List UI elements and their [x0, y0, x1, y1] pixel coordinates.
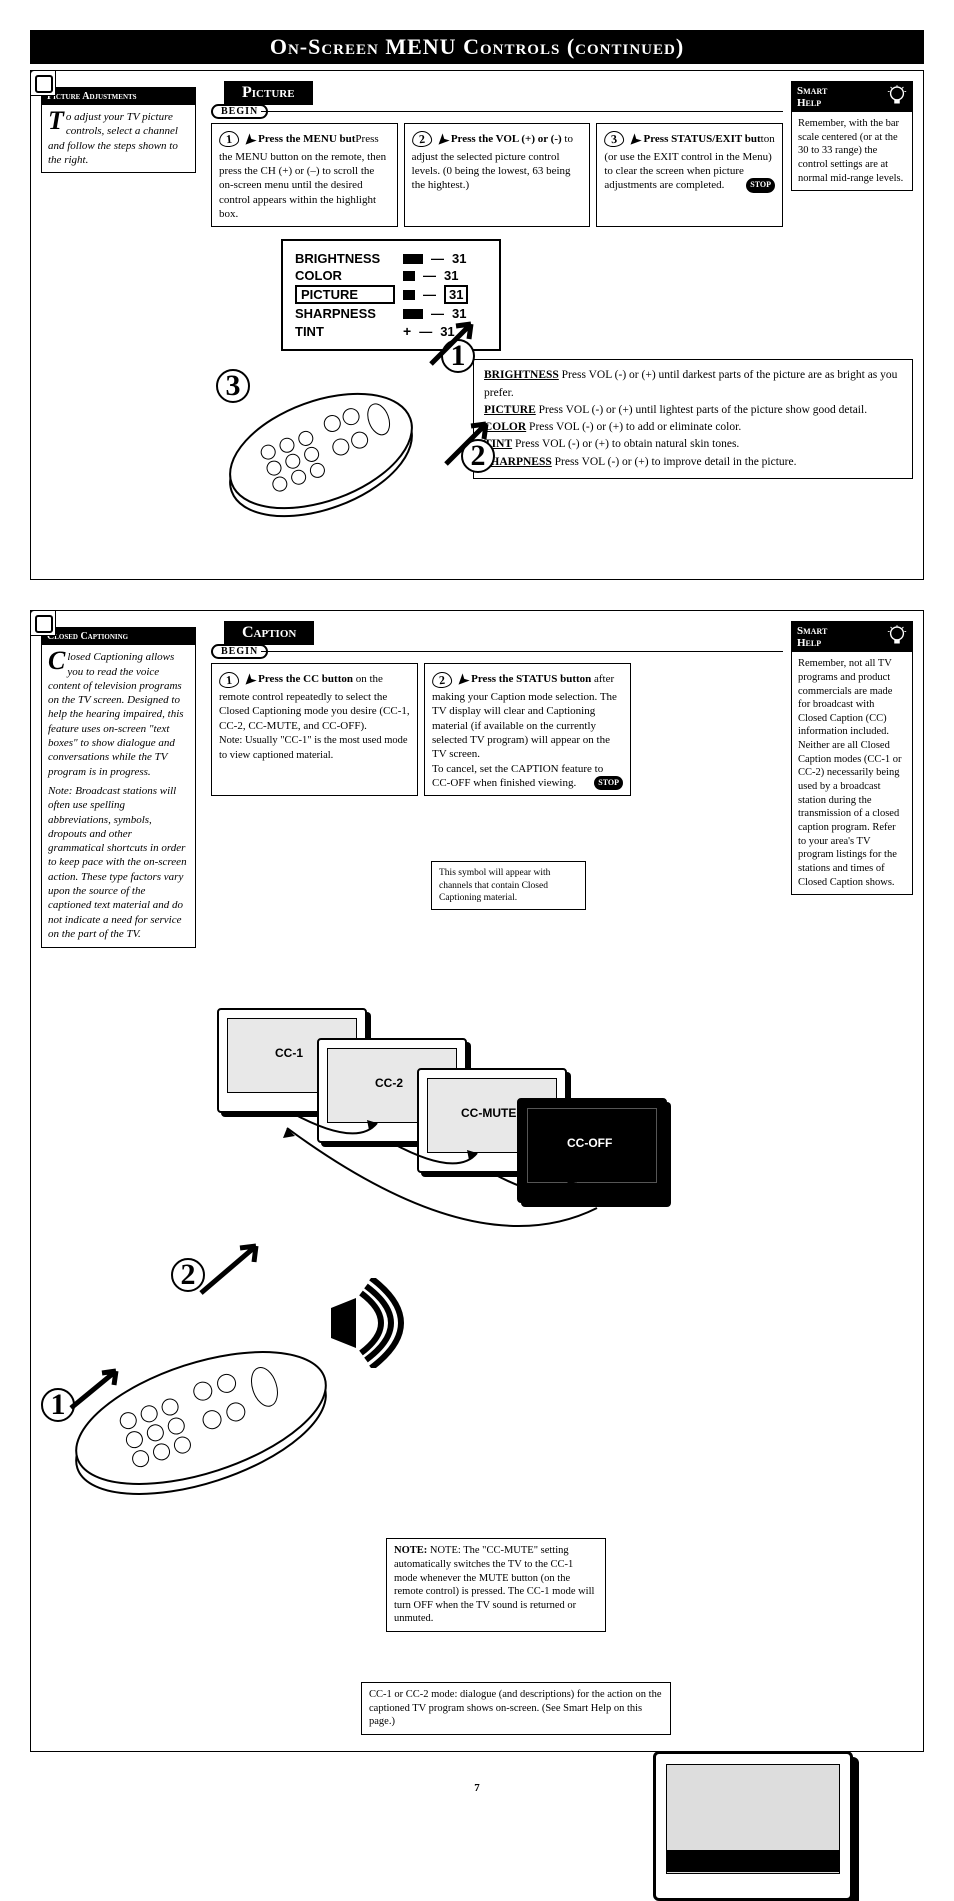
stop-badge: STOP	[594, 776, 623, 790]
caption-tv-example	[653, 1751, 853, 1901]
caption-sidebar-note: Note: Broadcast stations will often use …	[42, 784, 195, 947]
picture-step-2: 2➤ Press the VOL (+) or (-) to adjust th…	[404, 123, 591, 227]
caption-sidebar-head: Closed Captioning	[42, 628, 195, 645]
step-1-icon: 1	[218, 671, 239, 689]
caption-remote-area: 1 2	[41, 1238, 913, 1498]
caption-section: Caption Closed Captioning C losed Captio…	[30, 610, 924, 1752]
caption-step-2: 2➤ Press the STATUS button after making …	[424, 663, 631, 796]
remote-illustration	[211, 329, 441, 533]
begin-tag: BEGIN	[211, 104, 268, 119]
cc-mode-note: CC-1 or CC-2 mode: dialogue (and descrip…	[361, 1682, 671, 1735]
picture-sidebar: Picture Adjustments T o adjust your TV p…	[41, 87, 196, 173]
caption-heading: Caption	[224, 621, 314, 645]
stop-badge: STOP	[746, 178, 775, 192]
caption-sidebar: Closed Captioning C losed Captioning all…	[41, 627, 196, 948]
caption-steps-row: BEGIN 1➤ Press the CC button on the remo…	[211, 645, 783, 796]
picture-sidebar-head: Picture Adjustments	[42, 88, 195, 105]
picture-steps-row: BEGIN 1➤ Press the MENU butPress the MEN…	[211, 105, 783, 227]
picture-heading: Picture	[224, 81, 313, 105]
tv-mode-stack: CC-1 CC-2 CC-MUTE CC-OFF	[217, 1008, 737, 1228]
corner-tab-icon	[30, 70, 56, 96]
corner-tab-icon	[30, 610, 56, 636]
begin-tag: BEGIN	[211, 644, 268, 659]
dropcap: T	[48, 110, 66, 132]
begin-line	[261, 111, 783, 112]
smart-help-body: Remember, not all TV programs and produc…	[792, 652, 912, 894]
step-2-icon: 2	[411, 131, 432, 149]
speaker-icon	[311, 1278, 421, 1368]
page-title: On-Screen MENU Controls (continued)	[30, 34, 924, 60]
smart-help-head: SmartHelp	[792, 622, 912, 652]
picture-smart-help: SmartHelp Remember, with the bar scale c…	[791, 81, 913, 191]
step-1-icon: 1	[218, 131, 239, 149]
begin-line	[261, 651, 783, 652]
step-3-icon: 3	[604, 131, 625, 149]
picture-step-3: 3➤ Press STATUS/EXIT button (or use the …	[596, 123, 783, 227]
lightbulb-icon	[886, 624, 908, 652]
arrow-icon	[436, 414, 496, 474]
smart-help-head: SmartHelp	[792, 82, 912, 112]
cc-mute-note: NOTE: NOTE: The "CC-MUTE" setting automa…	[386, 1538, 606, 1632]
tv-ccoff: CC-OFF	[517, 1098, 667, 1203]
arrow-icon	[196, 1238, 266, 1298]
arrow-icon	[421, 314, 481, 374]
dropcap: C	[48, 650, 67, 672]
picture-adjust-box: BRIGHTNESS Press VOL (-) or (+) until da…	[473, 359, 913, 479]
smart-help-body: Remember, with the bar scale centered (o…	[792, 112, 912, 190]
arrow-icon	[66, 1363, 126, 1413]
picture-sidebar-body: T o adjust your TV picture controls, sel…	[42, 105, 195, 172]
lightbulb-icon	[886, 84, 908, 112]
caption-smart-help: SmartHelp Remember, not all TV programs …	[791, 621, 913, 895]
picture-step-1: 1➤ Press the MENU butPress the MENU butt…	[211, 123, 398, 227]
sidebar-text: o adjust your TV picture controls, selec…	[48, 111, 178, 166]
page-title-bar: On-Screen MENU Controls (continued)	[30, 30, 924, 64]
cc-symbol-note: This symbol will appear with channels th…	[431, 861, 586, 910]
step-2-icon: 2	[431, 671, 452, 689]
caption-step-1: 1➤ Press the CC button on the remote con…	[211, 663, 418, 796]
caption-sidebar-body: C losed Captioning allows you to read th…	[42, 645, 195, 784]
picture-section: Picture Picture Adjustments T o adjust y…	[30, 70, 924, 580]
